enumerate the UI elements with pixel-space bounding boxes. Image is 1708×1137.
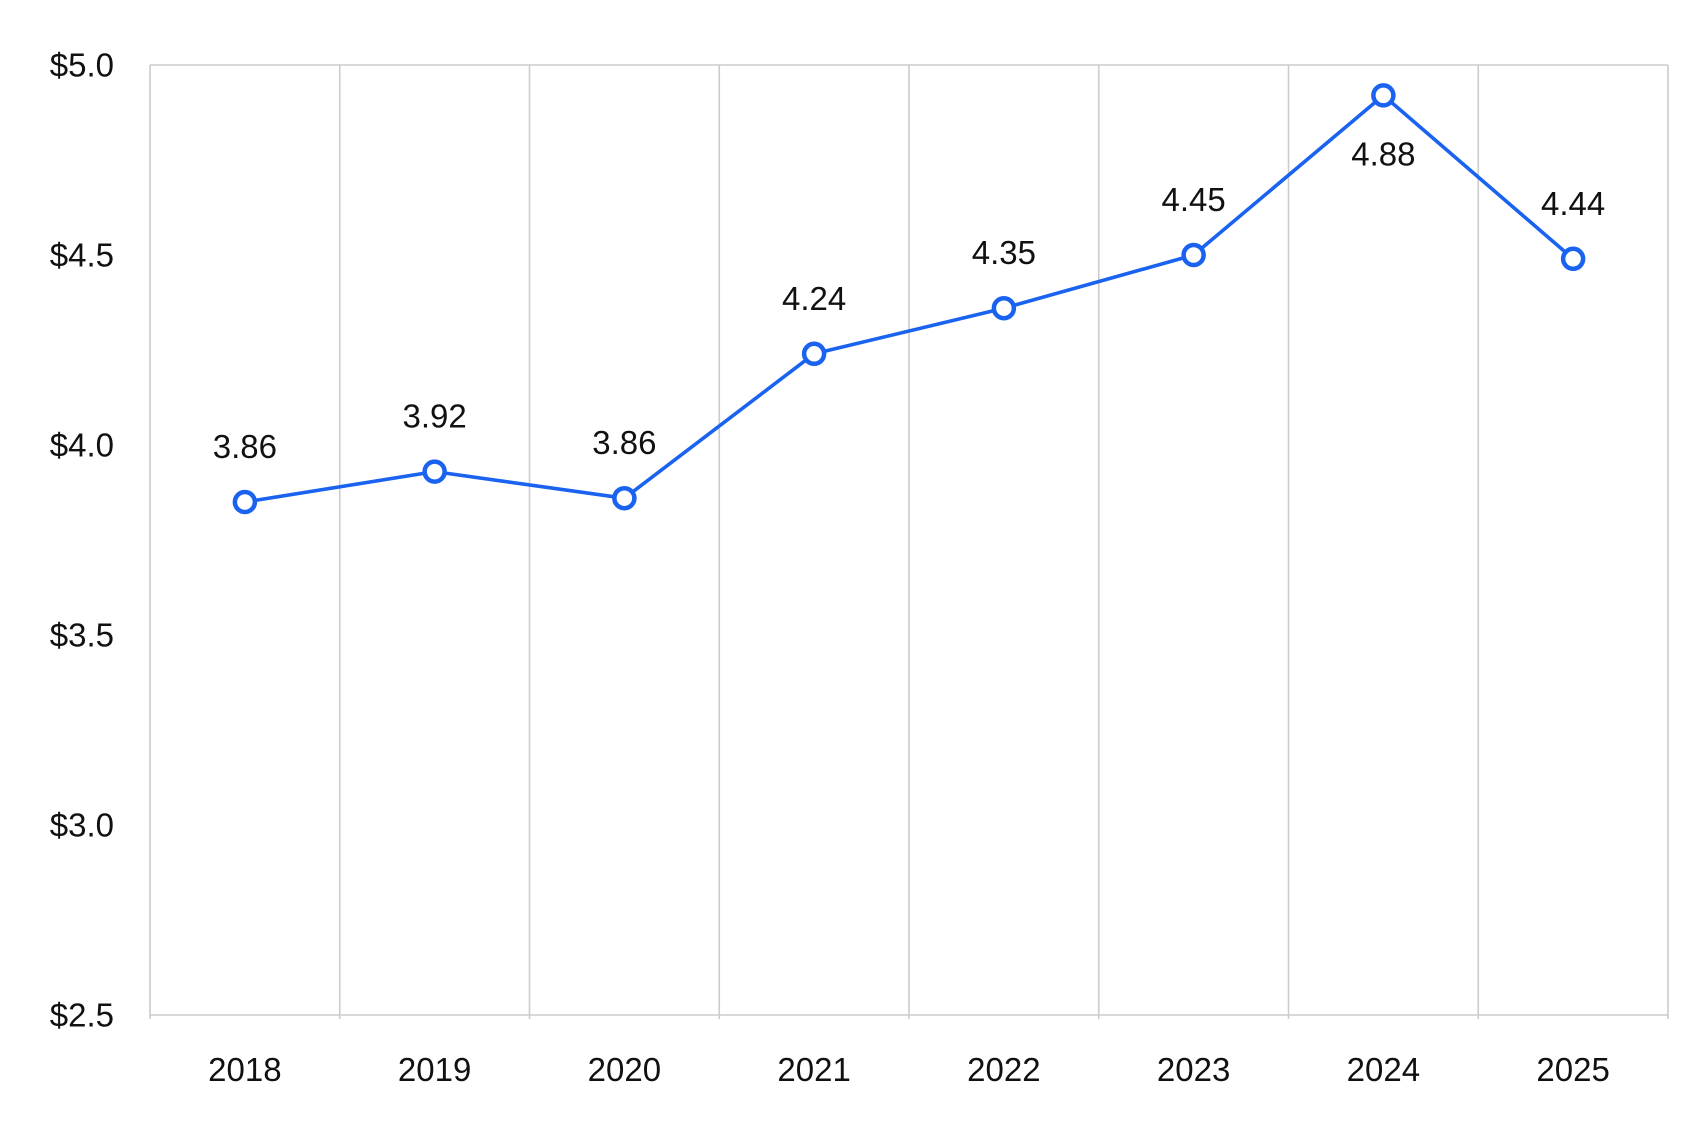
data-label: 4.88 [1351, 135, 1415, 172]
data-label: 3.86 [592, 424, 656, 461]
data-label: 4.44 [1541, 185, 1605, 222]
x-tick-label: 2021 [777, 1051, 850, 1088]
y-tick-label: $3.5 [50, 617, 114, 654]
data-point [1181, 242, 1206, 268]
x-tick-label: 2025 [1536, 1051, 1609, 1088]
y-tick-label: $3.0 [50, 807, 114, 844]
y-tick-label: $4.5 [50, 237, 114, 274]
x-tick-label: 2023 [1157, 1051, 1230, 1088]
data-label: 4.45 [1162, 181, 1226, 218]
data-point [422, 459, 447, 484]
x-tick-label: 2024 [1347, 1051, 1420, 1088]
x-tick-label: 2019 [398, 1051, 471, 1088]
data-label: 3.86 [213, 428, 277, 465]
data-label: 4.24 [782, 280, 846, 317]
data-point [1371, 83, 1396, 108]
data-label: 4.35 [972, 234, 1036, 271]
y-tick-label: $4.0 [50, 427, 114, 464]
data-point [232, 489, 258, 515]
data-point [801, 341, 827, 367]
data-point [612, 485, 637, 511]
data-label: 3.92 [403, 398, 467, 435]
data-point [991, 295, 1017, 321]
x-tick-label: 2020 [588, 1051, 661, 1088]
series-line [244, 93, 1575, 504]
x-tick-label: 2018 [208, 1051, 281, 1088]
data-point [1560, 246, 1586, 272]
x-tick-label: 2022 [967, 1051, 1040, 1088]
y-tick-label: $5.0 [50, 47, 114, 84]
y-tick-label: $2.5 [50, 997, 114, 1034]
